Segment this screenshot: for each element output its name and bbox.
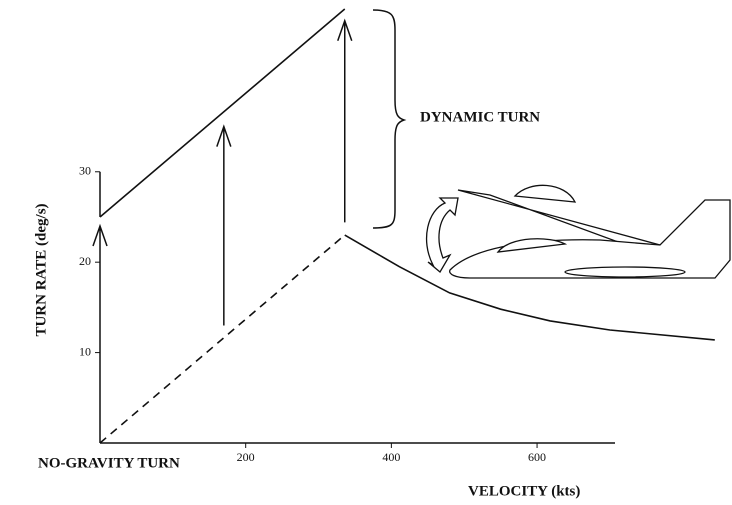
- brace: [372, 9, 407, 229]
- arrow: [337, 18, 353, 223]
- line: [99, 8, 346, 218]
- x-tick-label: 400: [382, 450, 400, 464]
- arrow: [92, 223, 108, 443]
- y-axis-label: TURN RATE (deg/s): [33, 203, 49, 336]
- x-axis-label: VELOCITY (kts): [468, 483, 580, 499]
- x-tick-label: 200: [237, 450, 255, 464]
- y-tick-label: 30: [79, 164, 91, 178]
- annotation: DYNAMIC TURN: [420, 109, 540, 125]
- y-tick-label: 10: [79, 344, 91, 358]
- line: [344, 234, 715, 341]
- y-tick-label: 20: [79, 254, 91, 268]
- annotation: NO-GRAVITY TURN: [38, 455, 180, 471]
- line: [99, 234, 346, 444]
- arrow: [216, 124, 232, 326]
- x-tick-label: 600: [528, 450, 546, 464]
- airplane: [425, 184, 731, 279]
